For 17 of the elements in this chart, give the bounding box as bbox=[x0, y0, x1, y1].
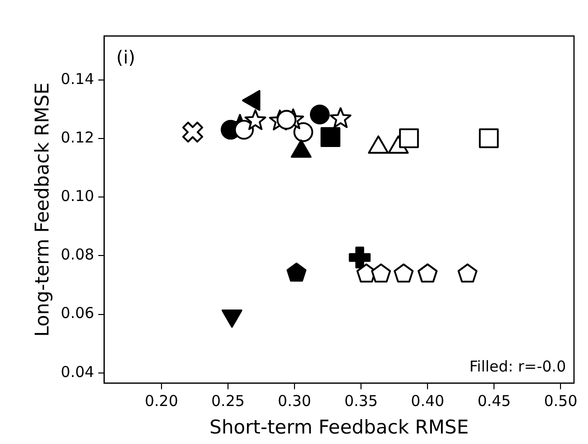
y-tick-label: 0.08 bbox=[60, 246, 94, 264]
y-tick-label: 0.14 bbox=[60, 70, 94, 88]
annotation: (i) bbox=[116, 48, 136, 69]
y-tick-label: 0.06 bbox=[60, 304, 94, 322]
x-tick-label: 0.45 bbox=[477, 392, 511, 410]
x-tick-label: 0.20 bbox=[144, 392, 178, 410]
y-tick-label: 0.10 bbox=[60, 187, 94, 206]
x-tick-label: 0.40 bbox=[410, 392, 444, 410]
x-tick-label: 0.25 bbox=[211, 392, 245, 410]
y-tick-label: 0.04 bbox=[60, 362, 94, 381]
y-axis-title: Long-term Feedback RMSE bbox=[31, 82, 54, 337]
x-tick-label: 0.30 bbox=[278, 392, 312, 410]
x-tick-label: 0.35 bbox=[344, 392, 378, 410]
y-tick-label: 0.12 bbox=[60, 128, 94, 146]
annotation: Filled: r=-0.0 bbox=[469, 358, 566, 376]
x-axis-title: Short-term Feedback RMSE bbox=[210, 416, 469, 439]
x-tick-label: 0.50 bbox=[544, 392, 578, 410]
